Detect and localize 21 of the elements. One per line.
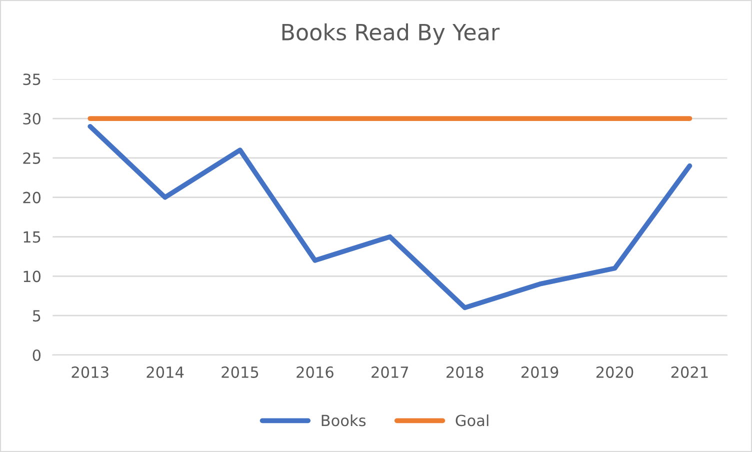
y-tick-label: 35 [23, 74, 40, 86]
x-tick-label: 2015 [222, 366, 258, 378]
x-tick-label: 2013 [72, 366, 108, 378]
x-tick-label: 2014 [146, 366, 184, 378]
y-tick-label: 20 [23, 192, 41, 204]
line-series [88, 124, 692, 310]
legend-label: Goal [456, 414, 488, 426]
x-tick-label: 2019 [521, 366, 558, 378]
x-tick-label: 2016 [296, 366, 334, 378]
y-tick-label: 10 [24, 270, 41, 282]
x-tick-label: 2020 [596, 366, 634, 378]
y-tick-label: 25 [23, 152, 40, 164]
x-tick-label: 2017 [372, 366, 408, 378]
y-tick-label: 15 [24, 231, 40, 243]
y-tick-label: 30 [23, 112, 41, 125]
y-tick-label: 0 [32, 349, 41, 362]
chart-title: Books Read By Year [282, 23, 500, 45]
y-tick-label: 5 [32, 310, 40, 322]
x-tick-label: 2018 [446, 366, 484, 378]
x-tick-label: 2021 [671, 366, 708, 378]
legend-label: Books [322, 414, 366, 426]
